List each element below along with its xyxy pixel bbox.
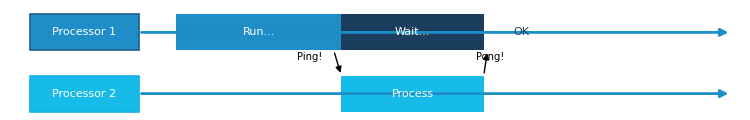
Text: Processor 1: Processor 1 [53, 27, 116, 37]
Text: Run...: Run... [242, 27, 275, 37]
FancyBboxPatch shape [341, 76, 484, 112]
Text: Pong!: Pong! [476, 52, 505, 62]
FancyBboxPatch shape [30, 76, 139, 112]
FancyBboxPatch shape [30, 14, 139, 50]
FancyBboxPatch shape [176, 14, 341, 50]
Text: Process: Process [392, 89, 433, 99]
Text: OK: OK [513, 27, 529, 37]
Text: Wait...: Wait... [394, 27, 430, 37]
Text: Processor 2: Processor 2 [53, 89, 116, 99]
FancyBboxPatch shape [341, 14, 484, 50]
Text: Ping!: Ping! [297, 52, 322, 62]
